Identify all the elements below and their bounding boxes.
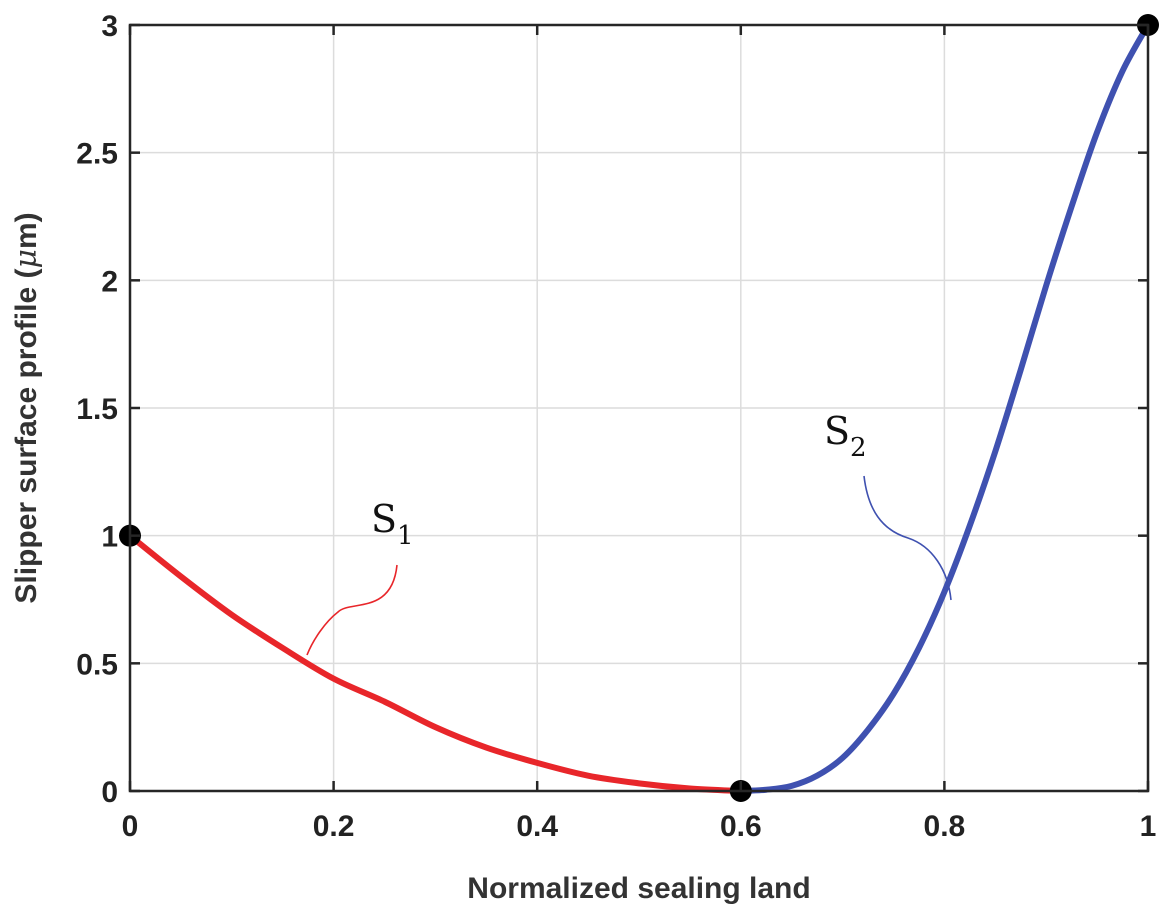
x-tick-label: 0.4	[516, 810, 558, 843]
x-tick-label: 0	[122, 810, 139, 843]
tick-layer: 0 0.2 0.4 0.6 0.8 1 0 0.5 1 1.5 2 2.5 3	[76, 10, 1156, 843]
series-layer	[127, 22, 1151, 794]
y-tick-label: 1.5	[76, 393, 118, 426]
series-s1-line	[127, 532, 744, 794]
x-axis-label: Normalized sealing land	[467, 872, 810, 905]
series-s2-line	[737, 22, 1151, 794]
annotation-leaders	[306, 475, 952, 656]
y-tick-label: 2	[101, 265, 118, 298]
x-tick-label: 0.8	[924, 810, 966, 843]
grid	[129, 24, 1149, 792]
x-tick-label: 1	[1140, 810, 1157, 843]
y-tick-label: 0.5	[76, 648, 118, 681]
y-tick-label: 2.5	[76, 138, 118, 171]
x-tick-label: 0.2	[313, 810, 355, 843]
y-tick-label: 0	[101, 776, 118, 809]
annotation-s2: S2	[824, 409, 867, 463]
annotation-s1-leader	[306, 564, 398, 656]
y-tick-label: 3	[101, 10, 118, 43]
y-axis-label: Slipper surface profile (μm)	[9, 212, 44, 603]
annotation-s2-leader	[863, 475, 952, 601]
x-tick-label: 0.6	[720, 810, 762, 843]
annotation-s1: S1	[371, 497, 414, 551]
y-tick-label: 1	[101, 521, 118, 554]
